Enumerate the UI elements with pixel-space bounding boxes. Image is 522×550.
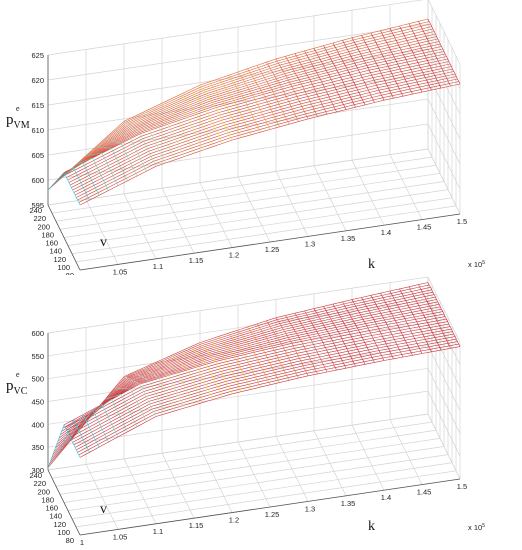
- k-tick-label: 1.5: [457, 482, 467, 491]
- v-tick-label: 100: [57, 528, 70, 537]
- surface-chart-pvm: 595 600 605 610 615 620 625 8010012014016018020…: [6, 0, 485, 275]
- z-tick-label: 400: [31, 420, 44, 429]
- k-tick-label: 1.5: [457, 217, 467, 226]
- z-axis-label: pVM: [6, 112, 30, 131]
- v-tick-label: 120: [53, 255, 66, 264]
- z-axis-label-superscript: e: [16, 104, 20, 113]
- z-tick-label: 500: [31, 375, 44, 384]
- surface-mesh: [47, 18, 461, 206]
- k-tick-label: 1.3: [305, 504, 315, 513]
- k-tick-label: 1.4: [381, 493, 391, 502]
- k-tick-label: 1.15: [189, 521, 204, 530]
- z-tick-label: 625: [31, 51, 44, 60]
- v-tick-label: 220: [33, 479, 46, 488]
- z-tick-labels: 300 350 400 450 500 550 600: [31, 329, 44, 475]
- v-axis-label: v: [100, 235, 107, 250]
- k-tick-label: 1.1: [153, 527, 163, 536]
- k-tick-label: 1.05: [113, 267, 128, 275]
- k-axis-exponent: x 105: [468, 260, 485, 269]
- z-tick-label: 615: [31, 101, 44, 110]
- k-tick-label: 1.15: [189, 256, 204, 265]
- v-tick-label: 100: [57, 263, 70, 272]
- z-tick-label: 605: [31, 151, 44, 160]
- z-tick-label: 550: [31, 352, 44, 361]
- v-tick-label: 240: [29, 206, 42, 215]
- axes: [47, 333, 461, 536]
- k-tick-label: 1.4: [381, 228, 391, 237]
- v-axis-label: v: [100, 502, 107, 517]
- v-tick-label: 200: [37, 487, 50, 496]
- k-tick-label: 1.25: [265, 510, 280, 519]
- k-tick-label: 1.45: [417, 488, 432, 497]
- z-tick-label: 350: [31, 443, 44, 452]
- v-tick-label: 140: [49, 512, 62, 521]
- v-tick-label: 140: [49, 247, 62, 256]
- v-tick-label: 80: [66, 271, 74, 275]
- surface-mesh: [47, 282, 461, 468]
- k-tick-label: 1.2: [229, 516, 239, 525]
- v-tick-label: 240: [29, 471, 42, 480]
- v-tick-label: 160: [45, 504, 58, 513]
- v-tick-label: 180: [41, 230, 54, 239]
- k-tick-label: 1.1: [153, 262, 163, 271]
- z-axis-label: pVC: [6, 378, 28, 397]
- z-axis-label-superscript: e: [16, 370, 20, 379]
- grid-lines: [47, 276, 461, 536]
- z-tick-label: 600: [31, 176, 44, 185]
- v-tick-label: 180: [41, 495, 54, 504]
- k-tick-label: 1: [80, 273, 84, 275]
- k-tick-labels: 1 1.05 1.1 1.15 1.2 1.25 1.3 1.35 1.4 1.45 1.5: [80, 482, 467, 547]
- k-tick-labels: 1 1.05 1.1 1.15 1.2 1.25 1.3 1.35 1.4 1.45 1.5: [80, 217, 467, 275]
- v-tick-label: 200: [37, 222, 50, 231]
- k-tick-label: 1.35: [341, 499, 356, 508]
- k-axis-exponent: x 105: [468, 523, 485, 532]
- v-tick-label: 120: [53, 520, 66, 529]
- z-tick-label: 595: [31, 201, 44, 210]
- grid-lines: [47, 0, 461, 271]
- z-tick-label: 600: [31, 329, 44, 338]
- k-tick-label: 1.45: [417, 223, 432, 232]
- k-tick-label: 1.25: [265, 245, 280, 254]
- k-axis-label: k: [368, 257, 375, 272]
- z-tick-labels: 595 600 605 610 615 620 625: [31, 51, 44, 210]
- z-tick-label: 620: [31, 76, 44, 85]
- k-tick-label: 1: [80, 538, 84, 547]
- v-tick-label: 220: [33, 214, 46, 223]
- v-tick-label: 160: [45, 239, 58, 248]
- z-tick-label: 450: [31, 398, 44, 407]
- k-tick-label: 1.35: [341, 234, 356, 243]
- z-tick-label: 610: [31, 126, 44, 135]
- v-tick-label: 80: [66, 536, 74, 545]
- k-tick-label: 1.2: [229, 251, 239, 260]
- k-axis-label: k: [368, 519, 375, 534]
- z-tick-label: 300: [31, 466, 44, 475]
- surface-chart-pvc: 300 350 400 450 500 550 600 8010012014016018020…: [6, 276, 485, 547]
- k-tick-label: 1.05: [113, 532, 128, 541]
- axes: [47, 55, 461, 271]
- k-tick-label: 1.3: [305, 239, 315, 248]
